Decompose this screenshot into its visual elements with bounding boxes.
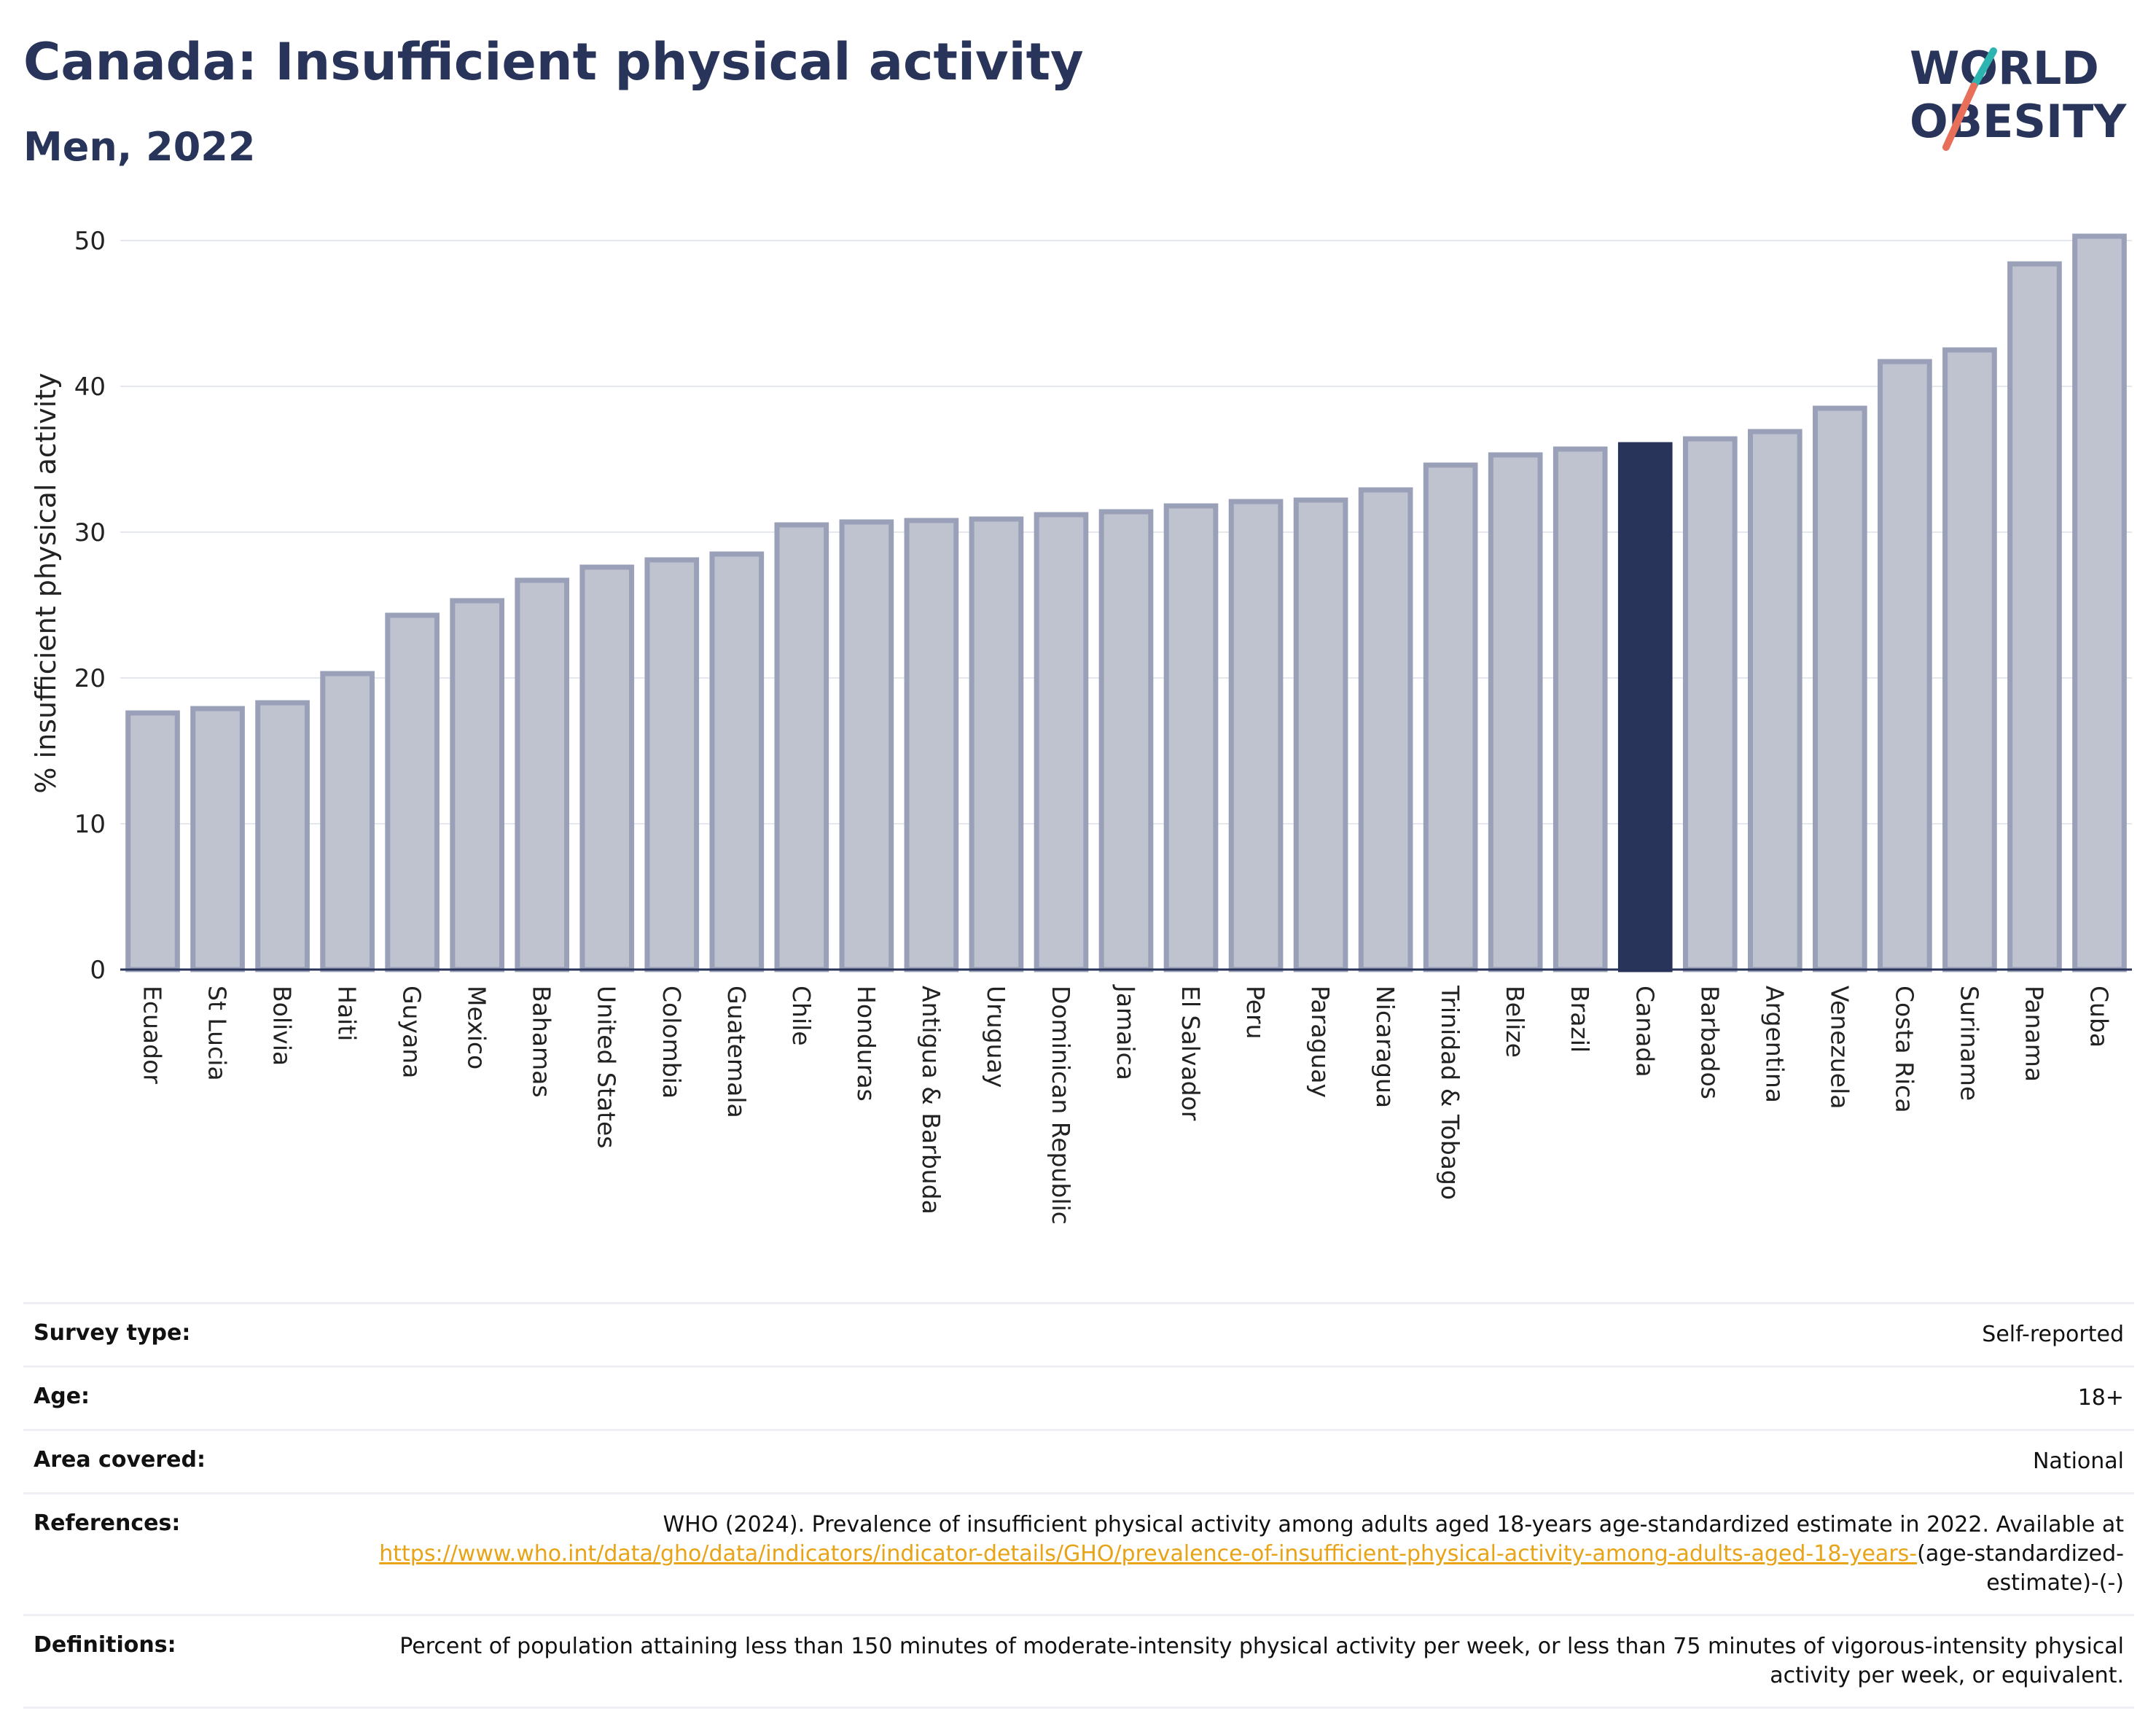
bar-haiti [320, 671, 375, 972]
logo-coral-slash [1942, 82, 1977, 151]
references-text: WHO (2024). Prevalence of insufficient p… [663, 1512, 2124, 1537]
x-tick-label: Suriname [1955, 986, 1983, 1101]
chart-title: Canada: Insufficient physical activity [23, 32, 1084, 92]
x-tick-label: Guyana [398, 986, 426, 1078]
x-tick-label: Cuba [2085, 986, 2113, 1048]
x-tick-label: Paraguay [1306, 986, 1335, 1098]
y-tick-label: 10 [74, 810, 106, 839]
y-tick-label: 30 [74, 518, 106, 547]
x-tick-label: Ecuador [138, 986, 167, 1084]
bar-chart: 0 10 20 30 40 50 % insufficient physical activ… [30, 227, 2132, 1225]
bar-canada [1617, 442, 1673, 972]
info-row-definitions: Definitions: Percent of population attai… [23, 1614, 2134, 1709]
x-tick-label: Argentina [1760, 986, 1789, 1103]
references-label: References: [23, 1492, 350, 1615]
x-tick-label: Dominican Republic [1047, 986, 1075, 1225]
x-tick-label: Panama [2020, 986, 2048, 1082]
bar-costa-rica [1878, 359, 1932, 972]
age-value: 18+ [350, 1365, 2134, 1430]
x-tick-label: Haiti [333, 986, 362, 1041]
bar-brazil [1552, 446, 1608, 972]
survey-type-value: Self-reported [350, 1302, 2134, 1367]
info-table: Survey type: Self-reported Age: 18+ Area… [23, 1302, 2134, 1709]
references-link[interactable]: https://www.who.int/data/gho/data/indica… [379, 1541, 1918, 1567]
bar-trinidad-tobago [1423, 462, 1478, 972]
bar-guyana [385, 612, 440, 972]
bar-colombia [644, 557, 700, 972]
chart-subtitle: Men, 2022 [23, 124, 256, 170]
bar-chile [774, 522, 829, 972]
bar-united-states [579, 564, 635, 972]
bar-suriname [1942, 347, 1997, 972]
y-tick-label: 20 [74, 664, 106, 693]
bar-bolivia [255, 700, 310, 972]
bar-el-salvador [1163, 503, 1219, 972]
y-axis-label: % insufficient physical activity [30, 373, 62, 793]
bar-venezuela [1813, 405, 1867, 972]
y-tick-label: 40 [74, 373, 106, 402]
age-label: Age: [23, 1365, 350, 1430]
x-tick-label: Brazil [1566, 986, 1594, 1053]
bar-nicaragua [1358, 487, 1413, 972]
x-tick-label: Bolivia [268, 986, 297, 1066]
x-tick-label: Honduras [852, 986, 880, 1102]
bar-guatemala [709, 551, 765, 972]
survey-type-label: Survey type: [23, 1302, 350, 1367]
x-tick-label: Uruguay [982, 986, 1010, 1088]
x-tick-label: Guatemala [722, 986, 751, 1118]
y-tick-label: 50 [74, 227, 106, 256]
x-tick-label: Trinidad & Tobago [1436, 985, 1464, 1200]
bar-cuba [2072, 233, 2127, 972]
bar-honduras [839, 519, 894, 972]
x-tick-label: St Lucia [203, 986, 232, 1081]
bar-mexico [450, 598, 505, 972]
x-tick-label: Belize [1501, 986, 1529, 1058]
x-tick-label: El Salvador [1176, 986, 1205, 1121]
bar-dominican-republic [1034, 512, 1089, 972]
bar-jamaica [1098, 509, 1154, 972]
bar-bahamas [515, 577, 570, 972]
x-tick-label: Costa Rica [1890, 986, 1918, 1113]
world-obesity-logo: WORLD OBESITY [1910, 42, 2127, 151]
bar-barbados [1682, 436, 1738, 972]
bar-belize [1488, 452, 1543, 972]
logo-line1: WORLD [1910, 42, 2099, 95]
logo-teal-slash [1970, 47, 1997, 90]
y-tick-label: 0 [90, 956, 106, 985]
x-tick-label: Jamaica [1112, 984, 1140, 1080]
info-row-age: Age: 18+ [23, 1365, 2134, 1430]
info-row-survey: Survey type: Self-reported [23, 1302, 2134, 1367]
info-row-area: Area covered: National [23, 1429, 2134, 1494]
x-tick-label: Colombia [657, 986, 686, 1099]
x-tick-label: United States [593, 986, 621, 1148]
references-suffix: (age-standardized-estimate)-(-) [1917, 1541, 2124, 1596]
bar-antigua-barbuda [904, 518, 959, 972]
x-tick-label: Nicaragua [1371, 986, 1399, 1108]
definitions-label: Definitions: [23, 1614, 350, 1709]
bar-argentina [1747, 429, 1802, 972]
references-value: WHO (2024). Prevalence of insufficient p… [350, 1492, 2134, 1615]
x-tick-label: Bahamas [528, 986, 556, 1098]
x-tick-label: Chile [787, 986, 816, 1046]
x-tick-label: Antigua & Barbuda [917, 986, 945, 1214]
x-tick-label: Venezuela [1825, 986, 1854, 1109]
bar-panama [2007, 261, 2062, 972]
x-tick-label: Mexico [463, 986, 491, 1069]
x-tick-label: Canada [1630, 986, 1659, 1077]
definitions-value: Percent of population attaining less tha… [350, 1614, 2134, 1709]
x-tick-label: Peru [1241, 986, 1270, 1040]
area-label: Area covered: [23, 1429, 350, 1494]
x-tick-label: Barbados [1695, 986, 1724, 1099]
info-row-references: References: WHO (2024). Prevalence of in… [23, 1492, 2134, 1615]
bar-uruguay [969, 516, 1024, 972]
bar-ecuador [125, 710, 180, 972]
bar-peru [1228, 499, 1284, 972]
area-value: National [350, 1429, 2134, 1494]
bar-paraguay [1293, 497, 1348, 972]
bar-st-lucia [190, 706, 245, 972]
